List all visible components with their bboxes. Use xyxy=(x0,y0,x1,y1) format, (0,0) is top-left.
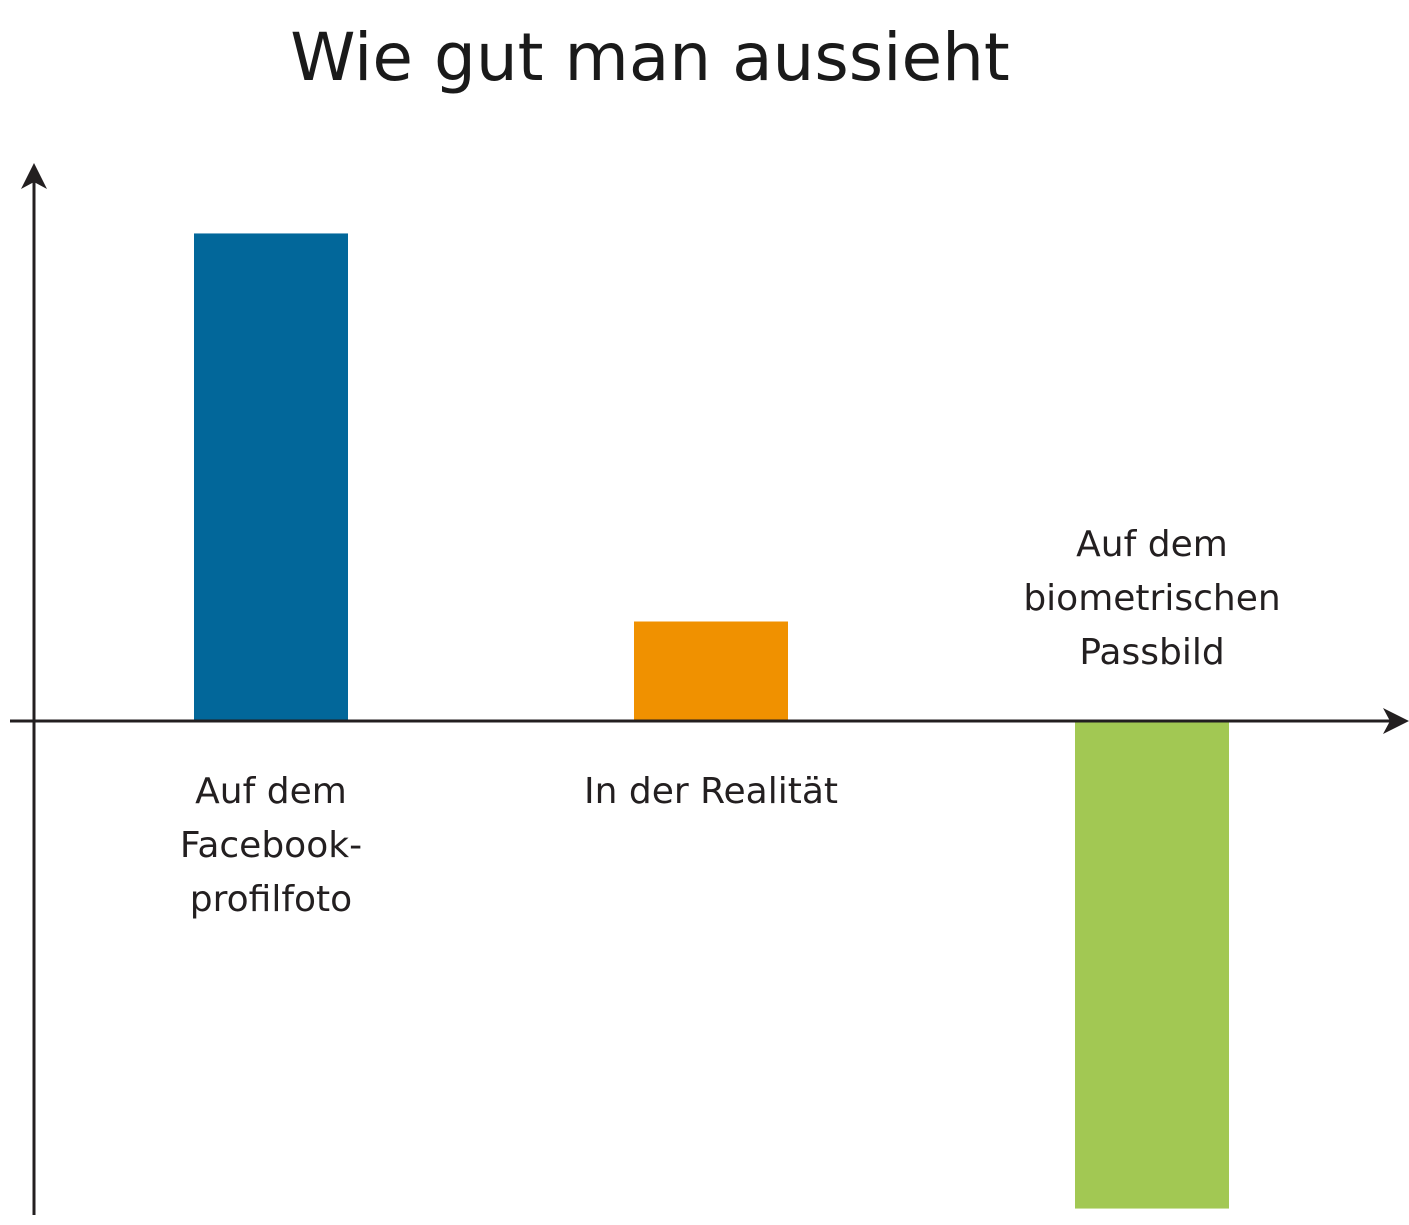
bar-1 xyxy=(634,621,788,721)
bar-2 xyxy=(1075,721,1229,1209)
x-axis-arrow-icon xyxy=(1383,708,1409,734)
category-label-2-line-1: biometrischen xyxy=(1023,578,1280,619)
category-label-1-line-0: In der Realität xyxy=(584,771,838,812)
bar-0 xyxy=(194,233,348,721)
category-label-0-line-0: Auf dem xyxy=(195,771,347,812)
category-label-2-line-2: Passbild xyxy=(1079,632,1224,673)
y-axis-arrow-icon xyxy=(21,163,47,189)
category-label-0-line-1: Facebook- xyxy=(180,825,362,866)
category-label-2-line-0: Auf dem xyxy=(1076,524,1228,565)
chart-title: Wie gut man aussieht xyxy=(290,19,1010,96)
category-label-0-line-2: profilfoto xyxy=(190,879,352,920)
